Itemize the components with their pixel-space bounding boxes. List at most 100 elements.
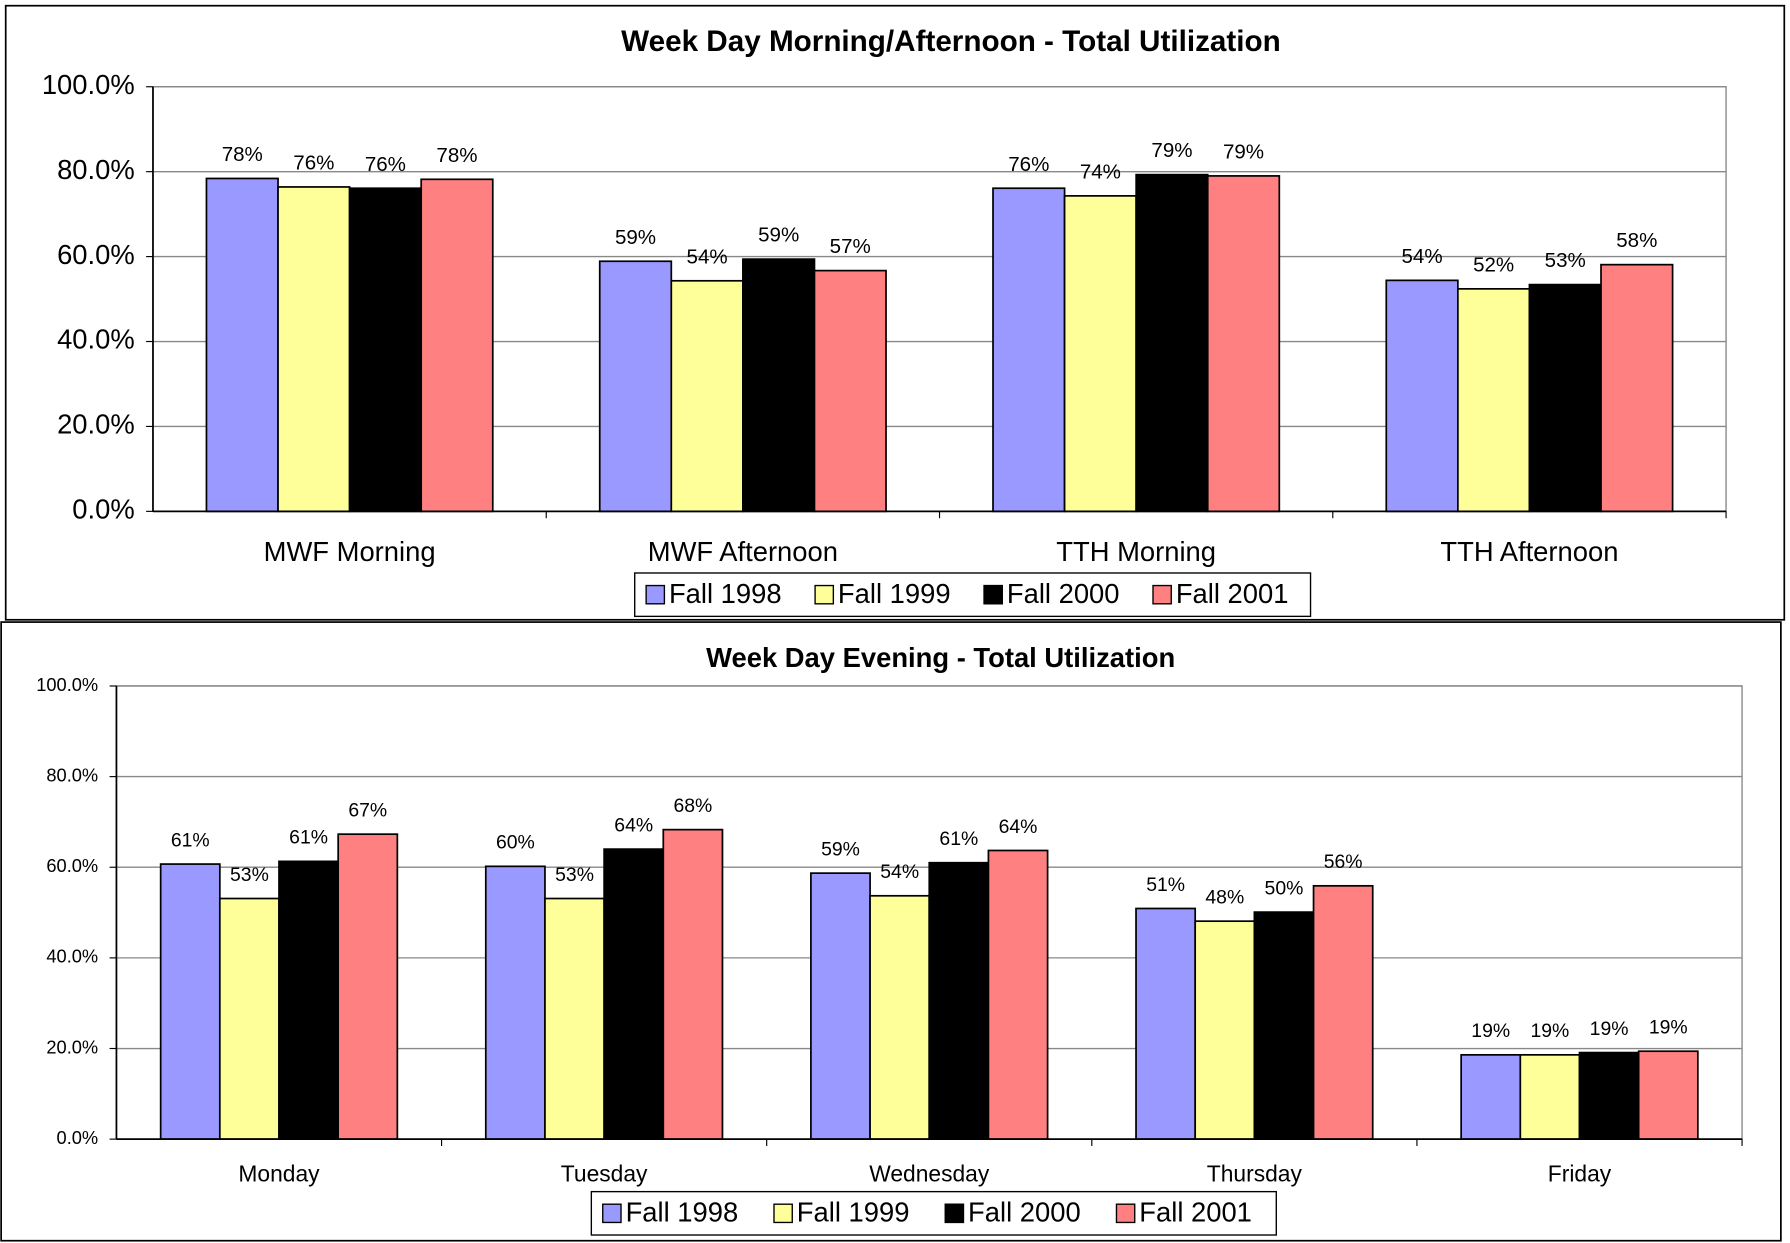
value-label: 76%: [1008, 153, 1049, 176]
value-label: 53%: [555, 864, 594, 886]
bar: [1135, 173, 1209, 513]
bar: [1206, 175, 1281, 513]
legend-swatch: [983, 584, 1003, 605]
y-tick-label: 80.0%: [57, 154, 135, 185]
y-tick-label: 60.0%: [46, 855, 98, 876]
bar: [278, 860, 340, 1140]
value-label: 79%: [1223, 141, 1264, 164]
bar: [1519, 1053, 1581, 1140]
bar: [544, 897, 605, 1140]
value-label: 48%: [1205, 886, 1244, 908]
value-label: 57%: [830, 235, 871, 258]
bar: [1637, 1050, 1699, 1140]
bar: [1528, 283, 1602, 513]
value-label: 54%: [687, 245, 728, 268]
chart-border: [4, 4, 1786, 621]
y-tick-label: 100.0%: [36, 674, 98, 695]
bar: [205, 177, 279, 513]
value-label: 51%: [1146, 874, 1185, 896]
x-tick-label: TTH Morning: [1056, 536, 1216, 567]
value-label: 52%: [1473, 253, 1514, 276]
bar: [277, 186, 351, 513]
legend-label: Fall 2001: [1176, 578, 1289, 609]
x-tick-label: TTH Afternoon: [1440, 536, 1618, 567]
bar: [869, 894, 931, 1140]
value-label: 19%: [1590, 1018, 1629, 1040]
value-label: 58%: [1616, 229, 1657, 252]
bar: [813, 269, 887, 513]
x-tick-label: MWF Morning: [264, 536, 436, 567]
value-label: 19%: [1471, 1020, 1510, 1042]
bar: [1194, 920, 1256, 1140]
y-tick-label: 0.0%: [57, 1127, 99, 1148]
value-label: 61%: [939, 828, 978, 850]
x-tick-label: MWF Afternoon: [648, 536, 838, 567]
value-label: 54%: [880, 861, 919, 883]
value-label: 61%: [171, 829, 210, 851]
bar: [1063, 195, 1138, 513]
x-tick-label: Monday: [238, 1161, 320, 1187]
chart-title: Week Day Morning/Afternoon - Total Utili…: [621, 25, 1281, 58]
bar: [810, 872, 871, 1140]
bar: [420, 178, 494, 513]
bar: [1385, 279, 1459, 513]
bar: [1312, 884, 1374, 1140]
value-label: 61%: [289, 827, 328, 849]
y-tick-label: 60.0%: [57, 239, 135, 270]
bar: [742, 258, 816, 513]
value-label: 60%: [496, 832, 535, 854]
legend-swatch: [1152, 584, 1172, 605]
value-label: 79%: [1151, 139, 1192, 162]
bar: [1578, 1051, 1640, 1140]
value-label: 64%: [999, 816, 1038, 838]
legend-label: Fall 2000: [1007, 578, 1120, 609]
value-label: 59%: [821, 838, 860, 860]
bar: [348, 187, 423, 513]
legend-box: [590, 1190, 1277, 1236]
y-tick-label: 100.0%: [42, 69, 135, 100]
legend-label: Fall 2000: [968, 1197, 1081, 1228]
value-label: 54%: [1402, 245, 1443, 268]
y-tick-label: 0.0%: [72, 494, 134, 525]
x-tick-label: Wednesday: [869, 1161, 990, 1187]
bar: [159, 863, 221, 1140]
bar: [1460, 1053, 1522, 1140]
value-label: 76%: [365, 153, 406, 176]
bar: [1457, 288, 1531, 513]
value-label: 76%: [293, 152, 334, 175]
legend-swatch: [773, 1203, 793, 1224]
bar: [670, 279, 744, 513]
bar: [484, 865, 546, 1140]
legend-swatch: [814, 584, 835, 605]
value-label: 53%: [1545, 249, 1586, 272]
y-tick-label: 40.0%: [57, 324, 135, 355]
x-tick-label: Tuesday: [561, 1161, 648, 1187]
bar: [992, 187, 1066, 513]
x-tick-label: Thursday: [1207, 1161, 1303, 1187]
y-tick-label: 80.0%: [46, 764, 98, 785]
value-label: 68%: [673, 795, 712, 817]
y-tick-label: 40.0%: [46, 946, 98, 967]
bar: [1600, 263, 1674, 513]
value-label: 59%: [758, 224, 799, 247]
value-label: 78%: [436, 144, 477, 167]
value-label: 50%: [1265, 877, 1304, 899]
value-label: 67%: [348, 799, 387, 821]
chart-title: Week Day Evening - Total Utilization: [706, 642, 1175, 673]
legend-label: Fall 1999: [797, 1197, 910, 1228]
legend-label: Fall 1998: [626, 1197, 739, 1228]
value-label: 56%: [1324, 851, 1363, 873]
bar: [662, 828, 724, 1140]
value-label: 78%: [222, 143, 263, 166]
legend-box: [634, 572, 1312, 618]
x-tick-label: Friday: [1548, 1161, 1612, 1187]
legend-swatch: [602, 1203, 622, 1224]
value-label: 19%: [1530, 1020, 1569, 1042]
legend-label: Fall 2001: [1139, 1197, 1252, 1228]
bar: [598, 260, 673, 513]
y-tick-label: 20.0%: [46, 1036, 98, 1057]
bar: [1253, 911, 1315, 1140]
value-label: 64%: [614, 814, 653, 836]
